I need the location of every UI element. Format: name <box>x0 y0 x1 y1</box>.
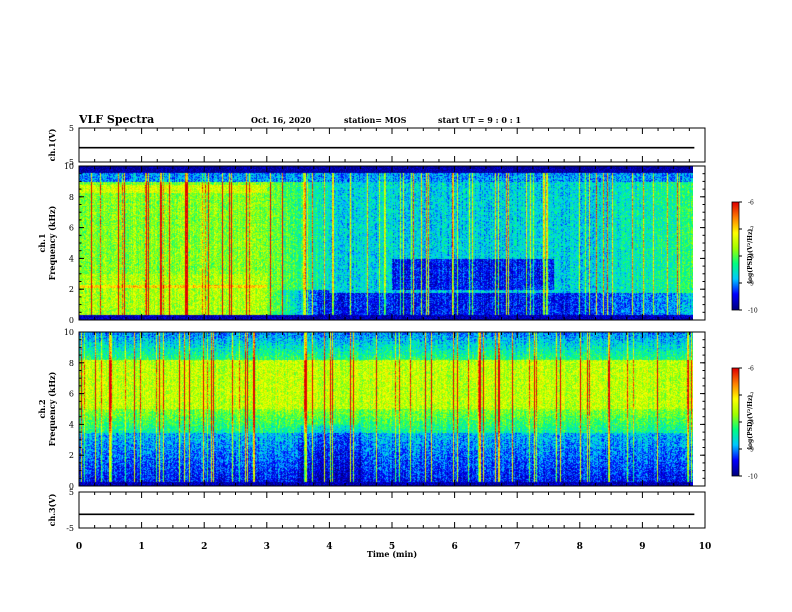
ch2-spectrogram-colorbar-tick-label: -7 <box>748 393 754 400</box>
x-tick-label: 10 <box>699 542 712 552</box>
ch2-spectrogram-ytick-label: 4 <box>69 420 74 429</box>
x-tick-label: 4 <box>326 542 332 552</box>
ch1-voltage-ytick-label: 5 <box>69 124 74 133</box>
x-tick-label: 1 <box>138 542 144 552</box>
ch2-spectrogram-ytick-label: 0 <box>69 482 74 491</box>
ch2-spectrogram-ylabel: ch.2 <box>37 399 47 418</box>
ch1-spectrogram-colorbar-tick-label: -6 <box>748 200 754 207</box>
x-tick-label: 8 <box>577 542 583 552</box>
ch3-voltage-ytick-label: 5 <box>69 488 74 497</box>
ch2-spectrogram-ytick-label: 10 <box>64 328 74 337</box>
x-tick-label: 2 <box>201 542 207 552</box>
date-label: Oct. 16, 2020 <box>251 115 312 125</box>
x-tick-label: 0 <box>76 542 82 552</box>
chart-title: VLF Spectra <box>78 113 154 126</box>
ch2-spectrogram-colorbar-label: log(PSD)(V²/Hz) <box>747 395 754 450</box>
ch1-spectrogram-colorbar-label: log(PSD)(V²/Hz) <box>747 229 754 284</box>
ch1-spectrogram-colorbar-tick-label: -7 <box>748 227 754 234</box>
x-tick-label: 7 <box>514 542 520 552</box>
ch2-spectrogram-colorbar-tick-label: -9 <box>748 447 754 454</box>
x-axis-label: Time (min) <box>367 549 417 559</box>
ch1-spectrogram-ytick-label: 0 <box>69 316 74 325</box>
x-tick-label: 6 <box>451 542 457 552</box>
ch1-spectrogram-colorbar-tick-label: -9 <box>748 281 754 288</box>
ch2-spectrogram-ylabel: Frequency (kHz) <box>47 371 57 446</box>
ch2-spectrogram-ytick-label: 2 <box>69 451 74 460</box>
x-tick-label: 3 <box>264 542 270 552</box>
ch3-voltage-ytick-label: -5 <box>66 524 74 533</box>
ch1-spectrogram-colorbar-tick-label: -10 <box>748 308 758 315</box>
ch1-spectrogram-ylabel: ch.1 <box>37 233 47 252</box>
station-label: station= MOS <box>344 115 407 125</box>
ch2-spectrogram-colorbar-tick-label: -8 <box>748 420 754 427</box>
ch1-spectrogram-ytick-label: 4 <box>69 254 74 263</box>
ch1-spectrogram-ytick-label: 10 <box>64 162 74 171</box>
ch1-spectrogram-ytick-label: 6 <box>69 224 74 233</box>
ch2-spectrogram-plot <box>79 332 693 486</box>
ch1-spectrogram-colorbar-tick-label: -8 <box>748 254 754 261</box>
ch1-spectrogram-ytick-label: 2 <box>69 285 74 294</box>
x-tick-label: 9 <box>639 542 645 552</box>
x-tick-label: 5 <box>389 542 395 552</box>
ch1-spectrogram-plot <box>79 166 693 320</box>
ch2-spectrogram-colorbar-tick-label: -6 <box>748 366 754 373</box>
ch2-spectrogram-ytick-label: 6 <box>69 390 74 399</box>
ch2-spectrogram-colorbar-tick-label: -10 <box>748 474 758 481</box>
ch1-voltage-ylabel: ch.1(V) <box>47 128 57 161</box>
ch3-voltage-ylabel: ch.3(V) <box>47 493 57 526</box>
ch1-voltage-ytick-label: -5 <box>66 158 74 167</box>
ch2-colorbar <box>732 368 739 476</box>
ch1-spectrogram-ylabel: Frequency (kHz) <box>47 205 57 280</box>
ch1-colorbar <box>732 202 739 310</box>
start-ut-label: start UT = 9 : 0 : 1 <box>438 115 521 125</box>
ch2-spectrogram-ytick-label: 8 <box>69 359 74 368</box>
ch1-spectrogram-ytick-label: 8 <box>69 193 74 202</box>
